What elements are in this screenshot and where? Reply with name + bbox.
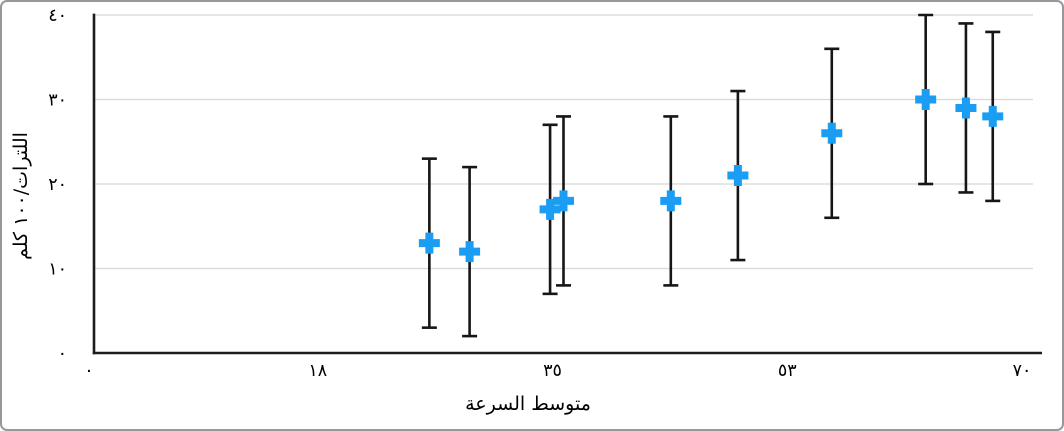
data-point-10: [982, 30, 1004, 203]
data-point-5: [660, 115, 682, 287]
data-point-8: [915, 13, 937, 186]
data-point-9: [955, 22, 977, 194]
scatter-plus-marker: [982, 105, 1004, 127]
data-point-6: [727, 89, 749, 262]
x-axis-tick-label: ٧٠: [1013, 361, 1032, 381]
y-axis-tick-label: ٠: [58, 344, 67, 364]
scatter-plus-marker: [539, 198, 561, 220]
x-axis-tick-label: ٣٥: [543, 361, 562, 381]
x-axis-tick-label: ٥٣: [778, 361, 797, 381]
data-point-7: [821, 47, 843, 220]
x-axis-tick-label: ١٨: [308, 361, 327, 381]
scatter-plus-marker: [660, 190, 682, 212]
y-axis-tick-label: ٢٠: [48, 175, 67, 195]
scatter-plus-marker: [459, 241, 481, 263]
y-axis-tick-label: ٤٠: [48, 6, 67, 26]
data-point-4: [553, 115, 574, 287]
scatter-plus-marker: [955, 97, 977, 119]
data-point-1: [418, 157, 440, 329]
scatter-plus-marker: [915, 89, 937, 110]
data-point-3: [539, 123, 561, 296]
scatter-plus-marker: [418, 232, 440, 254]
scatter-plus-marker: [553, 190, 574, 212]
y-axis-tick-label: ٣٠: [48, 91, 67, 111]
y-axis-tick-label: ١٠: [48, 260, 67, 280]
scatter-plus-marker: [821, 122, 843, 144]
y-axis-title: اللترات/١٠٠ كلم: [10, 132, 32, 260]
x-axis-tick-label: ٠: [84, 361, 93, 381]
x-axis-title: متوسط السرعة: [465, 393, 591, 415]
data-point-2: [459, 165, 481, 338]
scatter-plus-marker: [727, 165, 749, 187]
